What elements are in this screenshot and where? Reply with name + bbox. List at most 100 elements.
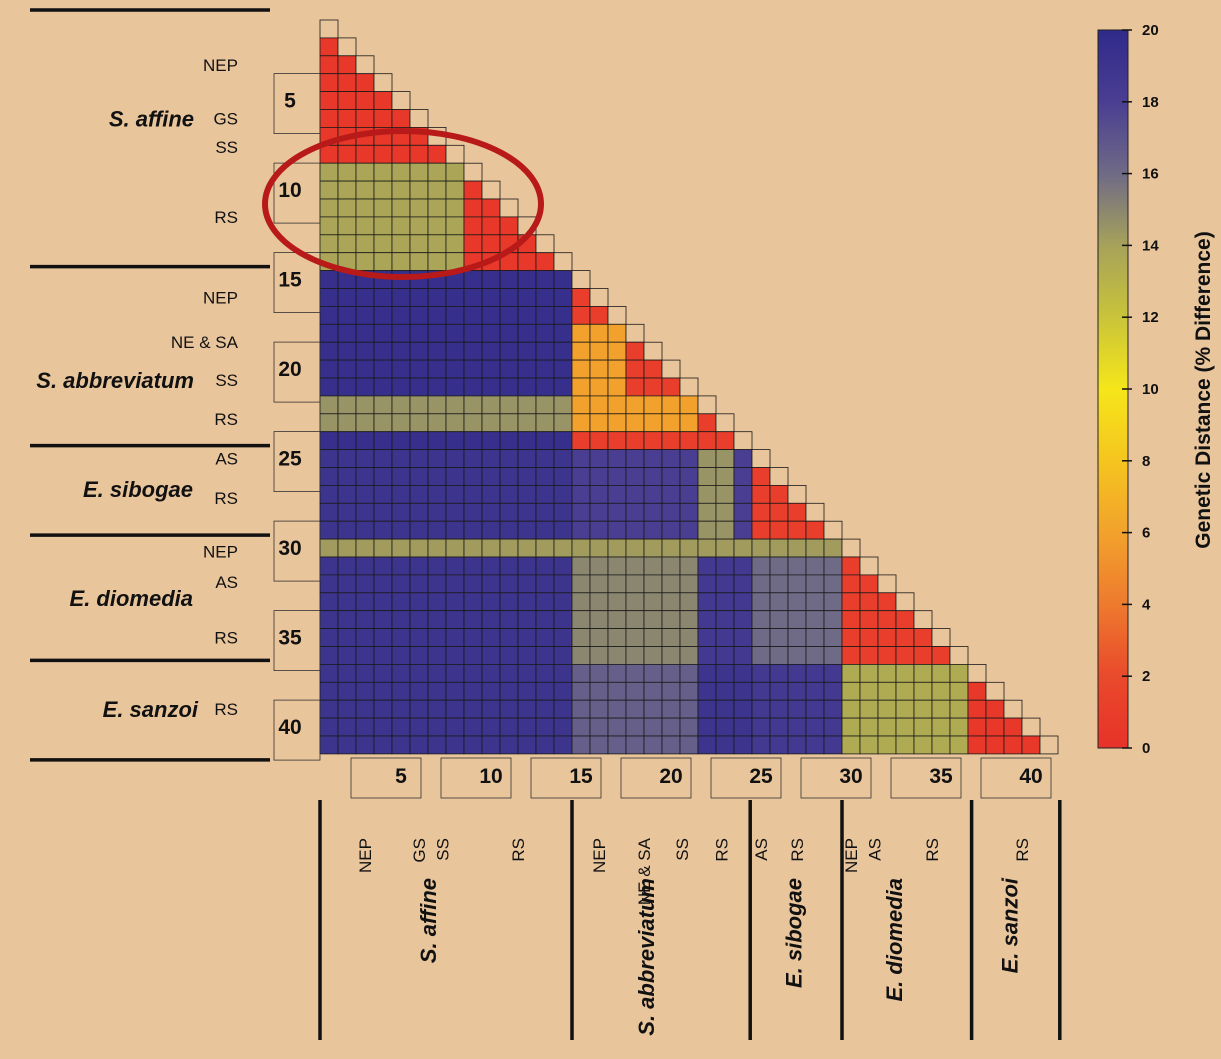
heatmap-cell — [463, 646, 483, 665]
heatmap-cell — [697, 502, 717, 522]
heatmap-cell — [463, 449, 483, 468]
heatmap-cell — [859, 628, 879, 647]
heatmap-cell — [841, 699, 861, 719]
heatmap-cell — [805, 681, 825, 701]
heatmap-cell — [481, 592, 501, 612]
heatmap-cell — [949, 664, 969, 683]
heatmap-cell — [895, 610, 915, 630]
heatmap-cell — [445, 538, 465, 558]
heatmap-cell — [805, 735, 825, 755]
heatmap-cell — [463, 234, 483, 254]
heatmap-cell — [661, 664, 681, 683]
heatmap-cell — [607, 538, 627, 558]
heatmap-cell — [643, 592, 663, 612]
heatmap-cell — [877, 628, 897, 647]
heatmap-cell — [571, 413, 591, 433]
heatmap-cell — [409, 413, 429, 433]
heatmap-cell — [337, 735, 357, 755]
heatmap-cell — [481, 735, 501, 755]
heatmap-cell — [679, 628, 699, 647]
heatmap-cell — [607, 664, 627, 683]
heatmap-cell — [571, 502, 591, 522]
left-group-labels: NEP GS SS RS NEP NE & SA SS RS AS RS NEP AS RS RS S. a… — [30, 8, 270, 762]
heatmap-cell — [625, 592, 645, 612]
heatmap-cell — [571, 628, 591, 647]
heatmap-cell — [391, 574, 411, 594]
bottom-region-label: SS — [433, 838, 452, 861]
heatmap-cell — [319, 288, 339, 307]
heatmap-cell — [337, 413, 357, 433]
heatmap-cell — [517, 502, 537, 522]
heatmap-cell — [445, 681, 465, 701]
heatmap-cell — [589, 467, 609, 486]
heatmap-cell — [355, 395, 375, 415]
heatmap-cell — [499, 395, 519, 415]
heatmap-cell — [1039, 735, 1059, 755]
heatmap-cell — [805, 610, 825, 630]
heatmap-cell — [391, 664, 411, 683]
heatmap-cell — [499, 556, 519, 576]
heatmap-cell — [355, 109, 375, 128]
heatmap-cell — [355, 592, 375, 612]
heatmap-cell — [391, 681, 411, 701]
heatmap-cell — [697, 681, 717, 701]
heatmap-cell — [337, 646, 357, 665]
heatmap-cell — [445, 735, 465, 755]
heatmap-cell — [355, 377, 375, 397]
heatmap-cell — [427, 735, 447, 755]
heatmap-cell — [823, 610, 843, 630]
heatmap-cell — [535, 305, 555, 325]
heatmap-cell — [787, 484, 807, 504]
heatmap-cell — [409, 359, 429, 379]
heatmap-cell — [481, 323, 501, 343]
heatmap-cell — [769, 520, 789, 540]
heatmap-cell — [571, 538, 591, 558]
heatmap-cell — [391, 520, 411, 540]
heatmap-cell — [805, 699, 825, 719]
heatmap-cell — [409, 216, 429, 236]
heatmap-cell — [697, 592, 717, 612]
heatmap-cell — [481, 628, 501, 647]
heatmap-cell — [841, 646, 861, 665]
heatmap-cell — [355, 162, 375, 182]
heatmap-cell — [841, 681, 861, 701]
heatmap-cell — [337, 592, 357, 612]
bottom-region-label: NEP — [842, 838, 861, 873]
col-tick-frame — [890, 757, 962, 799]
heatmap-cell — [715, 574, 735, 594]
heatmap-cell — [517, 574, 537, 594]
heatmap-cell — [553, 323, 573, 343]
heatmap-cell — [481, 180, 501, 200]
heatmap-cells — [319, 19, 1059, 755]
heatmap-cell — [733, 449, 753, 468]
heatmap-cell — [319, 556, 339, 576]
heatmap-cell — [409, 556, 429, 576]
heatmap-cell — [319, 484, 339, 504]
heatmap-cell — [499, 628, 519, 647]
heatmap-cell — [697, 556, 717, 576]
heatmap-cell — [409, 377, 429, 397]
heatmap-cell — [877, 717, 897, 737]
heatmap-cell — [337, 664, 357, 683]
row-tick-label: 5 — [284, 90, 296, 113]
heatmap-cell — [409, 467, 429, 486]
heatmap-cell — [733, 431, 753, 451]
heatmap-cell — [859, 574, 879, 594]
heatmap-cell — [751, 610, 771, 630]
heatmap-cell — [571, 556, 591, 576]
col-tick-frame — [710, 757, 782, 799]
heatmap-cell — [319, 55, 339, 75]
heatmap-cell — [373, 73, 393, 92]
heatmap-cell — [427, 323, 447, 343]
col-tick-label: 20 — [659, 765, 682, 788]
heatmap-cell — [535, 270, 555, 289]
heatmap-cell — [445, 664, 465, 683]
heatmap-cell — [553, 520, 573, 540]
heatmap-cell — [553, 288, 573, 307]
heatmap-cell — [481, 198, 501, 218]
heatmap-cell — [949, 699, 969, 719]
heatmap-cell — [535, 377, 555, 397]
heatmap-cell — [805, 556, 825, 576]
heatmap-cell — [895, 699, 915, 719]
heatmap-cell — [499, 484, 519, 504]
